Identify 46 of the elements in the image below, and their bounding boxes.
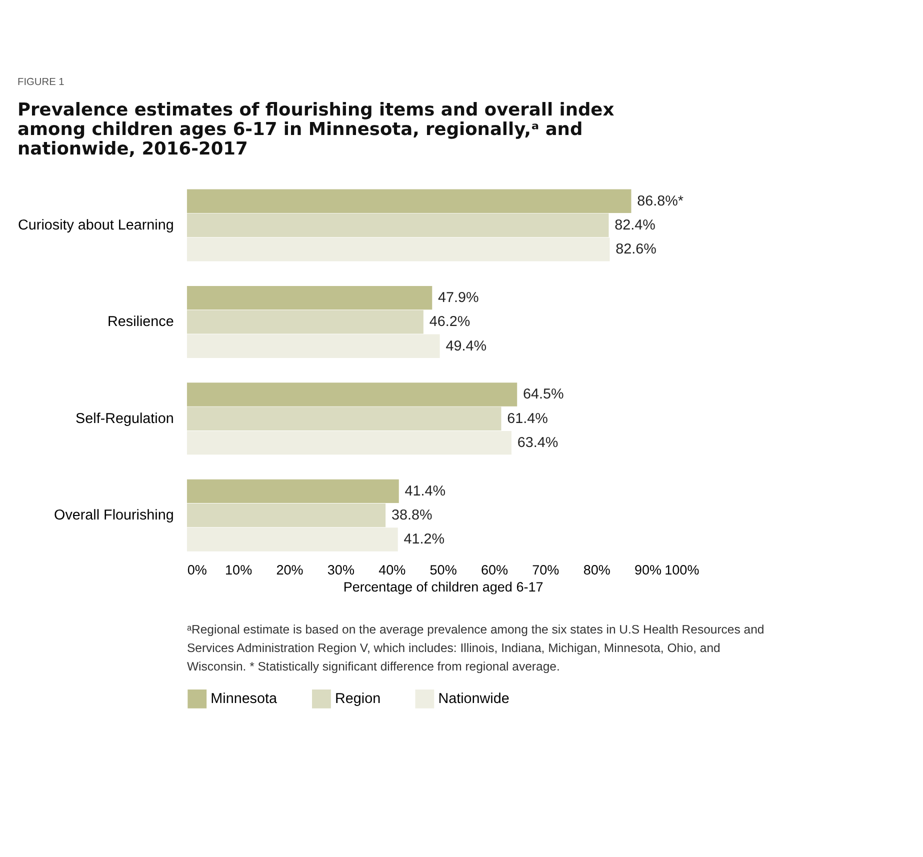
bar <box>186 430 512 455</box>
x-tick-label: 30% <box>327 562 354 578</box>
data-label: 61.4% <box>507 410 548 427</box>
data-label: 63.4% <box>517 435 558 452</box>
bar <box>186 406 502 430</box>
data-label: 82.6% <box>616 242 657 258</box>
bar <box>186 286 432 310</box>
x-tick-label: 80% <box>583 562 610 578</box>
data-label: 49.4% <box>446 338 487 354</box>
y-tick-label: Resilience <box>108 314 174 330</box>
bar <box>186 528 398 552</box>
text: ᵃRegional estimate is based on the average prevalence among the six states in U.S Health Resources and Services Administration Region V, which includes: Illinois, Indiana, Michigan, Minnesota, Ohio, and Wisconsin. * Statistically significant difference from regional average. <box>186 622 764 674</box>
caption: FIGURE 1 <box>18 77 65 88</box>
y-tick-label: Overall Flourishing <box>54 508 174 524</box>
data-label: 86.8%* <box>637 193 684 210</box>
data-label: 38.8% <box>391 508 432 524</box>
bar <box>186 334 440 358</box>
bar <box>186 479 399 504</box>
bar <box>186 238 610 262</box>
data-label: 64.5% <box>523 386 564 403</box>
x-tick-label: 0% <box>187 562 207 578</box>
bar <box>186 189 632 213</box>
data-label: 41.2% <box>404 532 445 548</box>
legend-label: Region <box>335 691 381 708</box>
x-axis-title: Percentage of children aged 6-17 <box>343 580 544 595</box>
legend-label: Minnesota <box>210 691 277 708</box>
x-tick-label: 10% <box>225 562 252 578</box>
legend-label: Nationwide <box>438 691 510 708</box>
data-label: 41.4% <box>404 483 446 500</box>
x-tick-label: 20% <box>276 562 304 578</box>
x-tick-label: 40% <box>378 562 406 578</box>
x-tick-label: 100% <box>664 562 700 578</box>
bar <box>186 382 518 406</box>
x-tick-label: 90% <box>634 562 662 578</box>
data-label: 46.2% <box>429 314 470 330</box>
bar <box>186 213 609 238</box>
bar <box>186 310 424 334</box>
x-tick-label: 60% <box>480 562 508 578</box>
bar <box>186 503 386 528</box>
x-tick-label: 70% <box>532 562 560 578</box>
chart-title: Prevalence estimates of flourishing items and overall index among children ages 6-17 in Minnesota, regionally,ᵃ and nationwide, 2016-2017 <box>18 100 615 160</box>
y-tick-label: Curiosity about Learning <box>18 218 174 234</box>
data-label: 47.9% <box>438 290 480 306</box>
x-tick-label: 50% <box>430 562 457 578</box>
y-tick-label: Self-Regulation <box>76 410 174 427</box>
data-label: 82.4% <box>614 218 656 234</box>
